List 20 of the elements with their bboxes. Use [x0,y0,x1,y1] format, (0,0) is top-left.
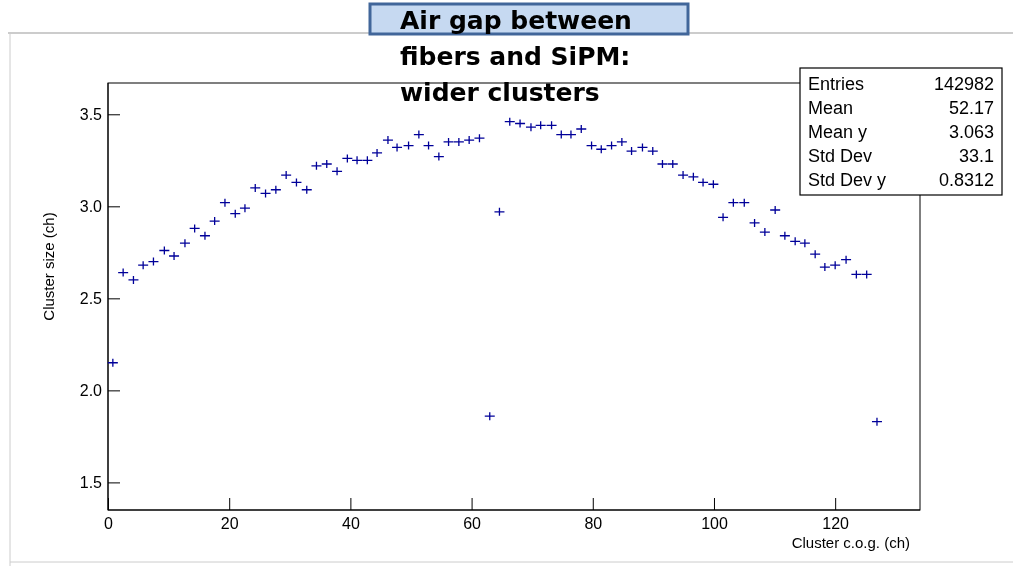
y-tick-label: 3.0 [79,197,103,215]
text: Mean y 3.063 [808,122,994,142]
y-tick-label: 2.0 [79,381,103,399]
text: Mean 52.17 [808,98,994,118]
x-tick-label: 0 [104,515,114,533]
y-tick-label: 3.5 [79,105,103,123]
x-axis-title: Cluster c.o.g. (ch) [791,534,910,551]
text: Std Dev 33.1 [808,146,994,166]
annotation: Air gap between fibers and SiPM: wider clusters [400,6,632,107]
text: Entries 142982 [808,74,994,94]
y-tick-label: 2.5 [79,289,103,307]
text: Std Dev y 0.8312 [808,170,994,190]
x-tick-label: 20 [220,515,239,533]
x-tick-label: 120 [822,515,850,533]
x-tick-label: 60 [463,515,482,533]
x-tick-label: 100 [701,515,728,533]
x-tick-label: 80 [584,515,603,533]
y-axis-title: Cluster size (ch) [40,212,57,321]
x-tick-label: 40 [341,515,360,533]
y-tick-label: 1.5 [79,474,103,492]
